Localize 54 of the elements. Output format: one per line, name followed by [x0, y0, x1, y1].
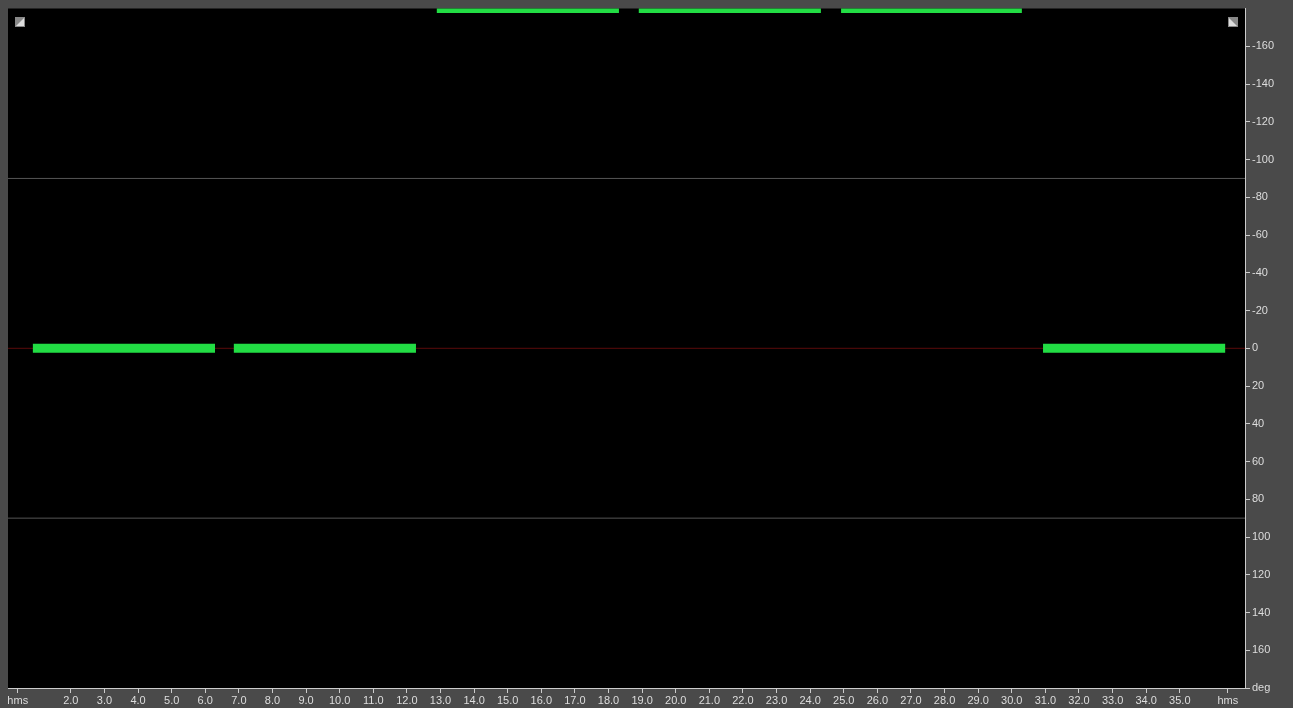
x-tick-label: 34.0	[1135, 693, 1157, 706]
x-tick-label: 33.0	[1101, 693, 1124, 706]
x-tick-label: 31.0	[1034, 693, 1057, 706]
x-tick-label: 21.0	[698, 693, 721, 706]
y-tick-label: -40	[1252, 265, 1268, 278]
y-tick-label: -160	[1252, 39, 1275, 52]
y-tick-label: 120	[1252, 567, 1271, 580]
x-tick-label: hms	[1217, 693, 1239, 706]
y-tick-label: 40	[1252, 416, 1265, 429]
x-tick-label: 32.0	[1068, 693, 1090, 706]
x-tick-label: 6.0	[197, 693, 213, 706]
x-tick-label: 23.0	[765, 693, 788, 706]
x-tick-label: 22.0	[732, 693, 754, 706]
x-tick-label: 10.0	[328, 693, 351, 706]
x-tick-label: 5.0	[164, 693, 180, 706]
x-tick-label: 18.0	[597, 693, 620, 706]
y-tick-label: -20	[1252, 303, 1268, 316]
y-tick-label: deg	[1252, 681, 1271, 694]
x-tick-label: 7.0	[231, 693, 247, 706]
x-tick-label: 14.0	[463, 693, 485, 706]
y-tick-label: 160	[1252, 643, 1271, 656]
y-tick-label: 20	[1252, 379, 1265, 392]
x-tick-label: 12.0	[396, 693, 418, 706]
x-tick-label: 28.0	[933, 693, 956, 706]
x-tick-label: 27.0	[900, 693, 922, 706]
x-tick-label: 15.0	[497, 693, 519, 706]
x-tick-label: 16.0	[530, 693, 553, 706]
x-tick-label: 35.0	[1169, 693, 1191, 706]
x-tick-label: 25.0	[833, 693, 855, 706]
x-tick-label: 29.0	[967, 693, 989, 706]
y-tick-label: -120	[1252, 114, 1275, 127]
y-tick-label: -80	[1252, 190, 1268, 203]
y-tick-label: -100	[1252, 152, 1275, 165]
x-tick-label: 19.0	[631, 693, 653, 706]
x-tick-label: hms	[7, 693, 29, 706]
x-tick-label: 4.0	[130, 693, 146, 706]
y-tick-label: -60	[1252, 228, 1268, 241]
x-tick-label: 2.0	[63, 693, 79, 706]
x-tick-label: 13.0	[429, 693, 452, 706]
x-tick-label: 3.0	[96, 693, 113, 706]
x-tick-label: 9.0	[298, 693, 314, 706]
x-tick-label: 30.0	[1001, 693, 1023, 706]
y-tick-label: 60	[1252, 454, 1265, 467]
x-tick-label: 17.0	[564, 693, 586, 706]
x-tick-label: 26.0	[866, 693, 889, 706]
x-tick-label: 24.0	[799, 693, 821, 706]
y-tick-label: 100	[1252, 530, 1271, 543]
y-tick-label: 80	[1252, 492, 1265, 505]
x-tick-label: 20.0	[665, 693, 687, 706]
y-tick-label: 140	[1252, 605, 1271, 618]
x-tick-label: 8.0	[264, 693, 281, 706]
y-tick-label: -140	[1252, 77, 1275, 90]
x-tick-label: 11.0	[362, 693, 384, 706]
y-tick-label: 0	[1252, 341, 1259, 354]
